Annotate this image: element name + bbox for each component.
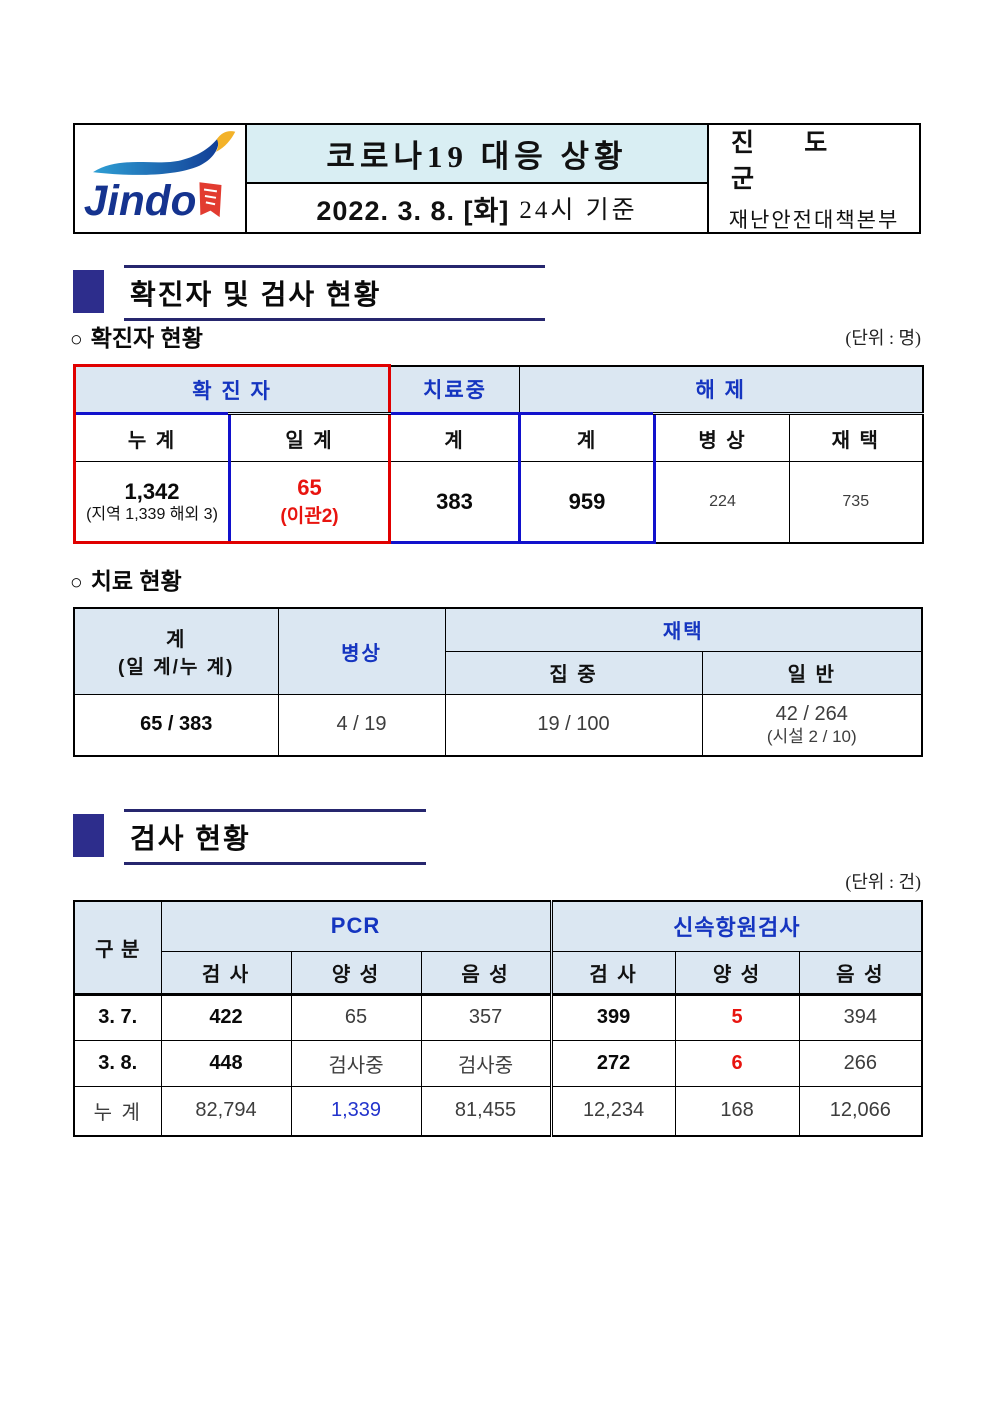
report-date-basis: 24시 기준 <box>519 197 638 224</box>
header-home: 재택 <box>444 607 923 652</box>
cell-treatment-general: 42 / 264 (시설 2 / 10) <box>701 693 923 757</box>
cell-released-total: 959 <box>518 461 657 544</box>
confirmed-subtitle: ○ 확진자 현황 <box>70 319 203 353</box>
header-total-line2: (일 계/누 계) <box>118 657 235 679</box>
cell-treatment-total: 65 / 383 <box>73 693 279 757</box>
cell-pcr-negative: 81,455 <box>420 1085 552 1137</box>
group-header-rat: 신속항원검사 <box>549 900 923 952</box>
logo-cell: Jindo <box>75 125 247 232</box>
group-header-in-treatment: 치료중 <box>389 365 521 414</box>
daily-value: 65 <box>297 475 322 500</box>
row-label: 3. 7. <box>73 992 162 1041</box>
group-header-confirmed: 확 진 자 <box>72 364 392 414</box>
circle-bullet-icon: ○ <box>70 571 83 594</box>
cell-treatment-intensive: 19 / 100 <box>444 693 703 757</box>
cell-pcr-tested: 448 <box>160 1039 292 1087</box>
report-title: 코로나19 대응 상황 <box>247 125 707 184</box>
cell-pcr-tested: 422 <box>160 992 292 1041</box>
cell-released-home: 735 <box>789 461 924 543</box>
treatment-subtitle: ○ 치료 현황 <box>70 562 182 596</box>
cell-pcr-negative: 357 <box>420 992 552 1041</box>
confirmed-subtitle-label: 확진자 현황 <box>90 325 203 351</box>
col-header-cumulative: 누 계 <box>73 412 231 462</box>
report-date-row: 2022. 3. 8. [화] 24시 기준 <box>247 184 707 232</box>
col-header-released-home: 재 택 <box>789 412 924 462</box>
col-header-rat-negative: 음 성 <box>798 950 923 995</box>
unit-label-people: (단위 : 명) <box>845 328 921 348</box>
section2-heading: 검사 현황 <box>124 809 426 865</box>
treatment-subtitle-label: 치료 현황 <box>90 568 182 594</box>
header-total: 계 (일 계/누 계) <box>73 607 279 695</box>
cell-pcr-tested: 82,794 <box>160 1085 292 1137</box>
cell-cumulative: 1,342 (지역 1,339 해외 3) <box>73 461 231 544</box>
logo-wordmark: Jindo <box>84 177 197 224</box>
header-bed: 병상 <box>277 607 446 695</box>
org-name: 진 도 군 <box>731 130 850 193</box>
cell-rat-tested: 399 <box>549 992 676 1041</box>
org-department: 재난안전대책본부 <box>728 208 900 232</box>
table-row: 3. 7. 422 65 357 399 5 394 <box>73 992 923 1041</box>
cell-rat-negative: 266 <box>798 1039 923 1087</box>
cell-rat-positive: 5 <box>674 992 800 1041</box>
document-header: Jindo 코로나19 대응 상황 2022. 3. 8. [화] 24시 기준… <box>73 123 921 234</box>
treatment-general-value: 42 / 264 <box>775 702 848 725</box>
cell-pcr-negative: 검사중 <box>420 1039 552 1087</box>
header-general: 일 반 <box>701 650 923 695</box>
jindo-logo-icon: Jindo <box>84 130 236 224</box>
logo-wave <box>93 137 219 175</box>
treatment-general-note: (시설 2 / 10) <box>766 726 857 746</box>
cell-rat-tested: 272 <box>549 1039 676 1087</box>
col-header-rat-tested: 검 사 <box>549 950 676 995</box>
cell-rat-negative: 394 <box>798 992 923 1041</box>
col-header-pcr-tested: 검 사 <box>160 950 292 995</box>
cell-rat-tested: 12,234 <box>549 1085 676 1137</box>
cell-treating-total: 383 <box>388 461 522 544</box>
section1-bullet-square <box>73 270 104 313</box>
section1-heading: 확진자 및 검사 현황 <box>124 265 545 321</box>
col-header-rat-positive: 양 성 <box>674 950 800 995</box>
cell-rat-positive: 168 <box>674 1085 800 1137</box>
cell-pcr-positive: 검사중 <box>290 1039 422 1087</box>
cumulative-value: 1,342 <box>124 478 180 504</box>
header-total-line1: 계 <box>166 629 187 652</box>
cell-rat-positive: 6 <box>674 1039 800 1087</box>
unit-label-cases: (단위 : 건) <box>845 872 921 892</box>
col-header-released-total: 계 <box>518 412 657 462</box>
cell-pcr-positive: 65 <box>290 992 422 1041</box>
treatment-status-table: 계 (일 계/누 계) 병상 재택 집 중 일 반 65 / 383 4 / 1… <box>73 607 923 757</box>
test-status-table: 구 분 PCR 신속항원검사 검 사 양 성 음 성 검 사 양 성 음 성 3… <box>73 900 924 1137</box>
group-header-released: 해 제 <box>519 365 924 414</box>
group-header-pcr: PCR <box>160 900 552 952</box>
confirmed-status-table: 확 진 자 치료중 해 제 누 계 일 계 계 계 병 상 재 택 1,342 … <box>72 364 924 544</box>
row-label: 누 계 <box>73 1085 162 1137</box>
col-header-released-bed: 병 상 <box>654 412 791 462</box>
corner-header: 구 분 <box>73 900 162 995</box>
daily-note: (이관2) <box>280 506 339 527</box>
table-row: 3. 8. 448 검사중 검사중 272 6 266 <box>73 1039 923 1087</box>
title-cell: 코로나19 대응 상황 2022. 3. 8. [화] 24시 기준 <box>247 125 709 232</box>
cell-pcr-positive: 1,339 <box>290 1085 422 1137</box>
org-cell: 진 도 군 재난안전대책본부 <box>709 125 919 232</box>
logo-red-seal <box>199 181 222 217</box>
report-date: 2022. 3. 8. [화] <box>316 195 510 226</box>
section2-bullet-square <box>73 814 104 857</box>
logo-wave-tip <box>215 130 236 152</box>
table-row: 누 계 82,794 1,339 81,455 12,234 168 12,06… <box>73 1085 923 1137</box>
cumulative-note: (지역 1,339 해외 3) <box>86 505 218 523</box>
cell-released-bed: 224 <box>654 461 791 543</box>
col-header-pcr-positive: 양 성 <box>290 950 422 995</box>
cell-treatment-bed: 4 / 19 <box>277 693 446 757</box>
col-header-daily: 일 계 <box>228 412 392 462</box>
col-header-treating-total: 계 <box>388 412 522 462</box>
cell-daily: 65 (이관2) <box>228 461 392 544</box>
circle-bullet-icon: ○ <box>70 328 83 351</box>
header-intensive: 집 중 <box>444 650 703 695</box>
col-header-pcr-negative: 음 성 <box>420 950 552 995</box>
row-label: 3. 8. <box>73 1039 162 1087</box>
cell-rat-negative: 12,066 <box>798 1085 923 1137</box>
